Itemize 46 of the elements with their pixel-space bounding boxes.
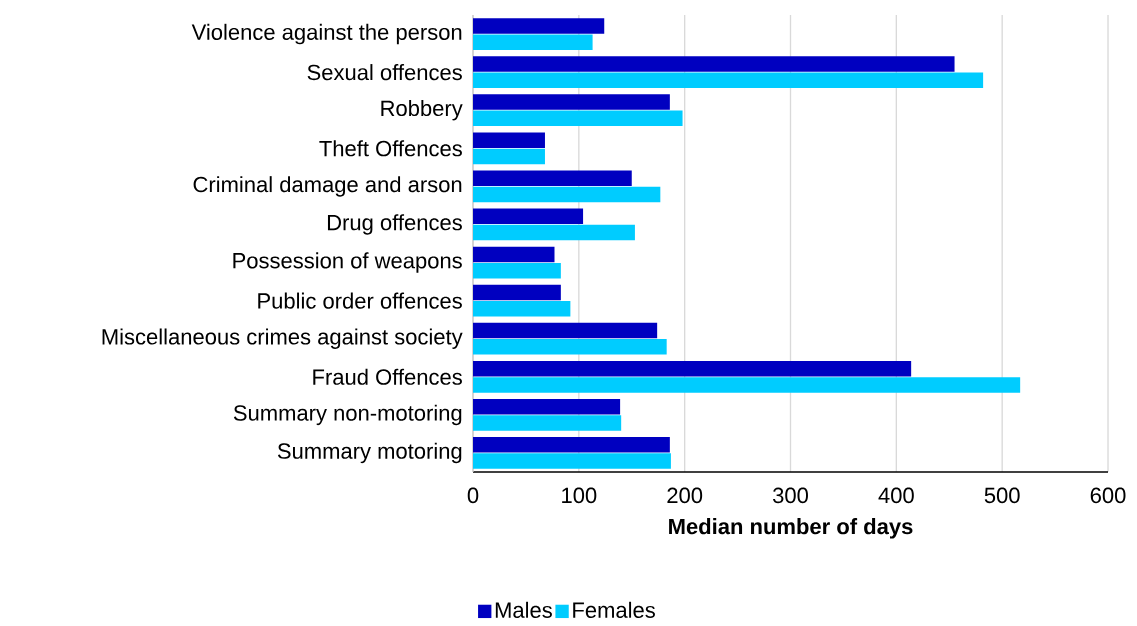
bar [473,110,683,127]
bar [473,322,658,339]
x-tick-label: 500 [984,487,1020,504]
bar [473,208,584,225]
bar [473,224,635,241]
bar [473,399,621,415]
x-tick-label: 600 [1090,487,1126,504]
y-tick-label: Theft Offences [319,140,462,157]
bar [473,72,984,88]
bar [473,18,605,34]
bar [473,377,1021,393]
bar [473,56,955,72]
bar [473,186,661,203]
y-tick-label: Violence against the person [191,23,462,45]
y-tick-label: Sexual offences [307,64,462,81]
y-tick-label: Public order offences [258,292,462,309]
bar [473,437,670,453]
legend-label: Males [495,601,552,618]
bar [473,246,555,263]
bar [473,132,545,148]
x-tick-label: 100 [562,487,597,504]
bar [473,415,622,431]
x-tick-label: 200 [667,487,703,504]
y-tick-label: Robbery [381,99,463,121]
bar [473,300,571,317]
bar [473,170,632,187]
bar [473,284,561,301]
x-tick-label: 400 [878,487,914,504]
y-tick-label: Criminal damage and arson [193,176,462,197]
x-axis-title: Median number of days [669,518,913,539]
bar [473,360,912,377]
bar [473,34,593,50]
x-tick-label: 300 [772,487,808,504]
y-tick-label: Drug offences [327,214,462,235]
bar [473,339,667,355]
y-tick-label: Fraud Offences [313,368,462,385]
x-tick-label: 0 [467,487,479,504]
bar [473,453,671,469]
y-tick-label: Summary non-motoring [233,404,462,426]
y-tick-label: Miscellaneous crimes against society [102,328,463,349]
bar [473,148,545,165]
bar [473,94,670,110]
y-tick-label: Possession of weapons [233,252,462,273]
y-tick-label: Summary motoring [277,442,462,464]
legend-label: Females [573,601,655,618]
bar [473,262,561,279]
